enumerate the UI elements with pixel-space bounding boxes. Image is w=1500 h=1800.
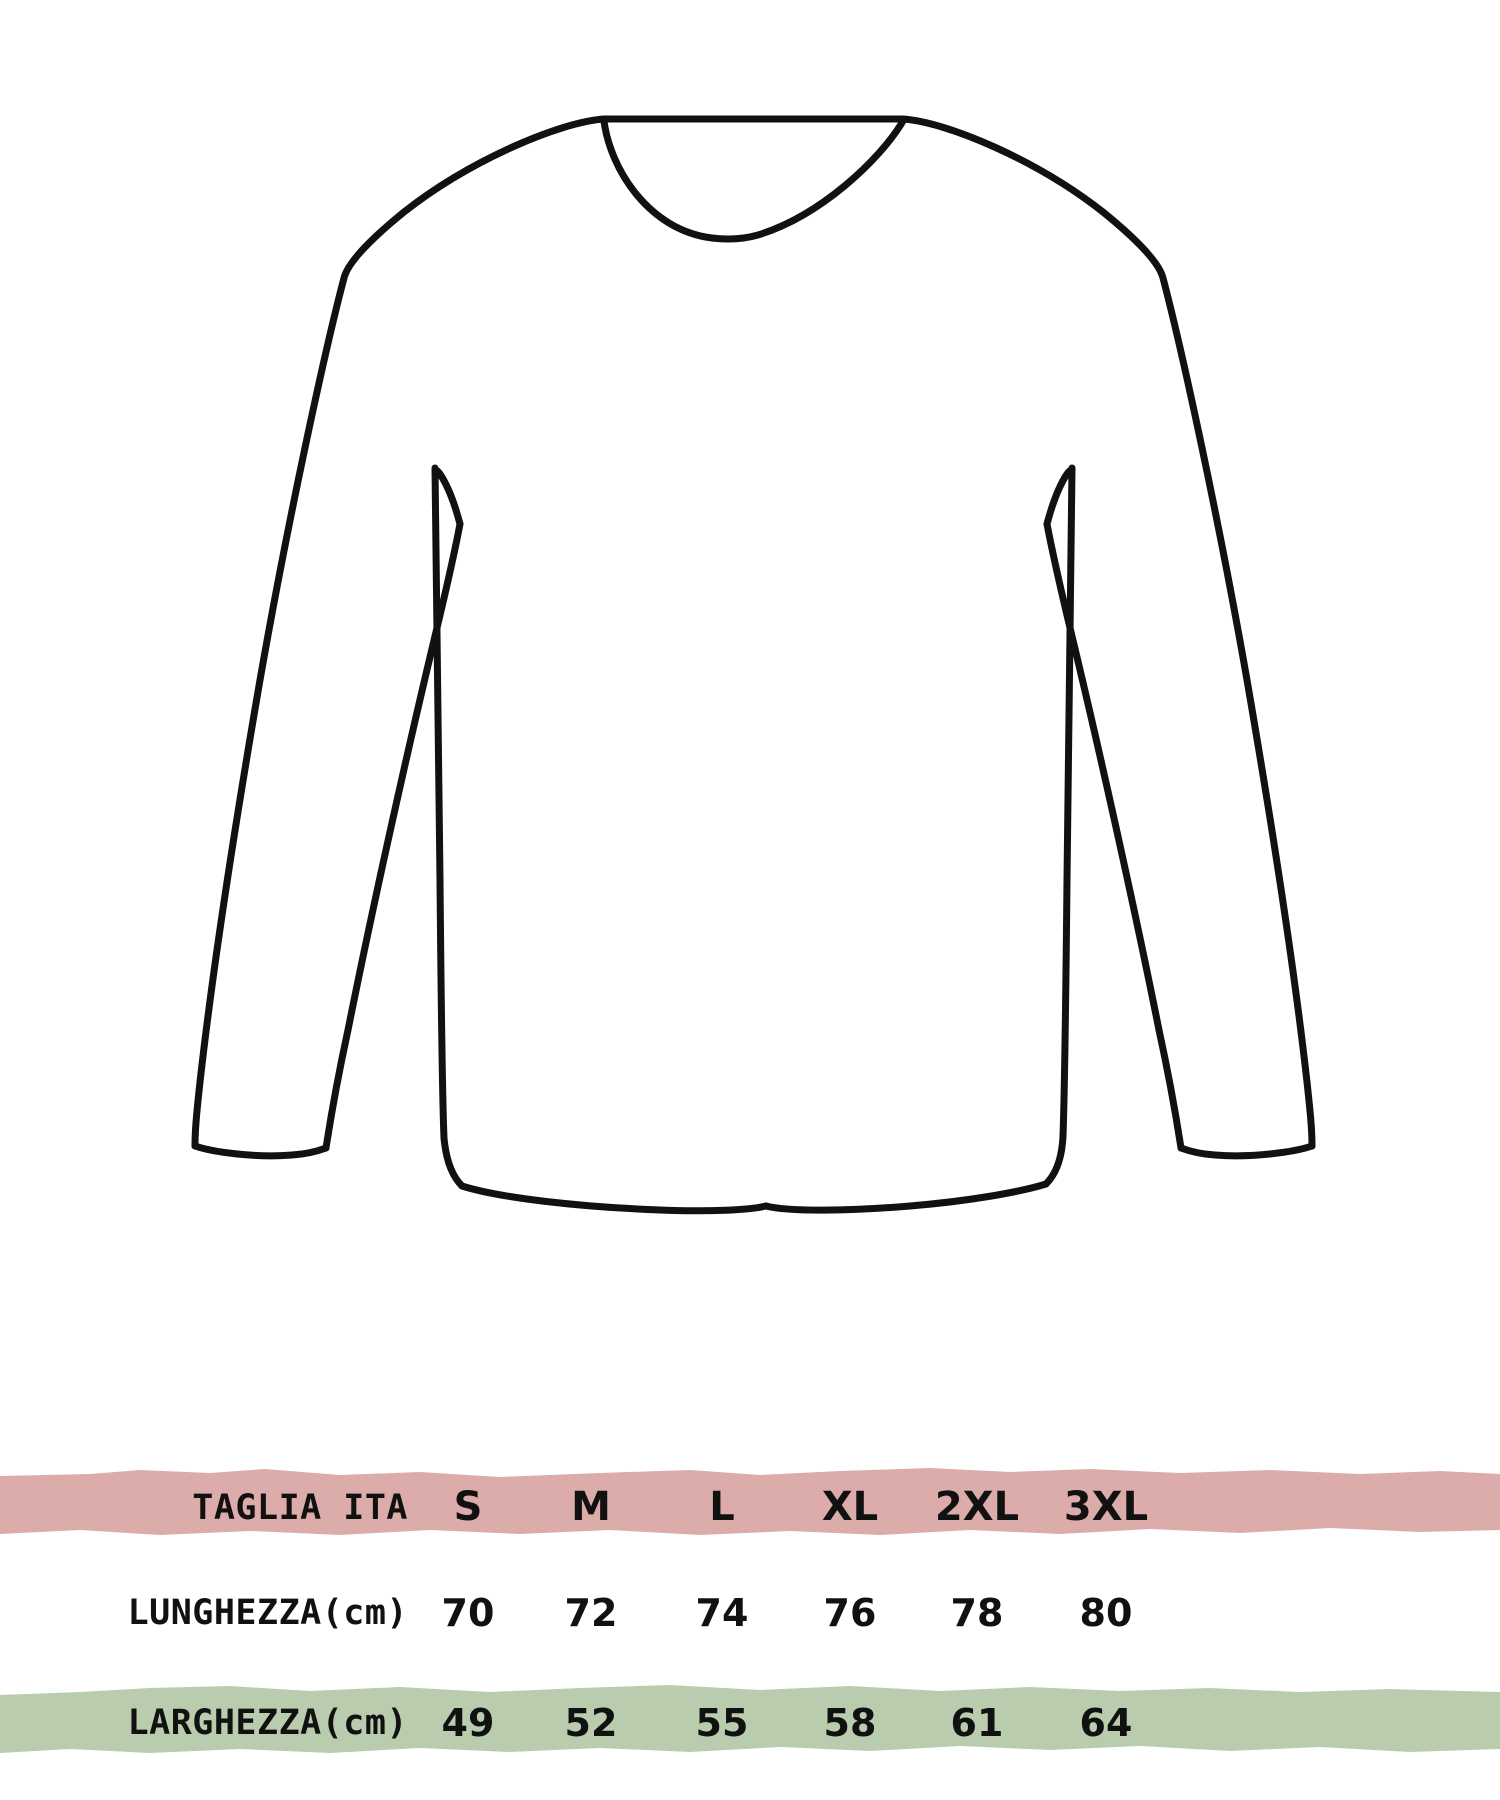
row-label-lunghezza: LUNGHEZZA(cm) [127, 1593, 408, 1633]
crew-neckline [600, 117, 907, 243]
table-row-larghezza: LARGHEZZA(cm) 49 52 55 58 61 64 [0, 1685, 1500, 1765]
larghezza-cell-2xl: 61 [950, 1701, 1004, 1745]
header-cell-l: L [709, 1484, 735, 1530]
lunghezza-cell-2xl: 78 [950, 1591, 1004, 1635]
row-label-taglia-ita: TAGLIA ITA [192, 1488, 408, 1528]
size-chart-table: TAGLIA ITA S M L XL 2XL 3XL LUNGHEZZA(cm… [0, 1440, 1500, 1800]
sweater-illustration [191, 115, 1316, 1215]
lunghezza-cell-l: 74 [695, 1591, 749, 1635]
bottom-hem-right [762, 1180, 1050, 1214]
left-sleeve-outer-edge [191, 115, 608, 1150]
left-sleeve-inner-edge [322, 520, 464, 1152]
header-cell-s: S [453, 1484, 483, 1530]
table-row-lunghezza: LUNGHEZZA(cm) 70 72 74 76 78 80 [0, 1575, 1500, 1655]
header-band-pink [0, 1466, 1500, 1536]
lunghezza-cell-xl: 76 [823, 1591, 877, 1635]
header-cell-xl: XL [821, 1484, 879, 1530]
row-label-larghezza: LARGHEZZA(cm) [127, 1703, 408, 1743]
right-sleeve-outer-edge [899, 115, 1316, 1150]
bottom-hem-left [458, 1182, 770, 1215]
lunghezza-cell-s: 70 [441, 1591, 495, 1635]
left-cuff-hem [191, 1142, 330, 1160]
header-cell-m: M [571, 1484, 611, 1530]
larghezza-cell-m: 52 [564, 1701, 618, 1745]
sweater-outline [191, 115, 1316, 1215]
larghezza-cell-xl: 58 [823, 1701, 877, 1745]
right-sleeve-inner-edge [1043, 520, 1185, 1152]
larghezza-band-green [0, 1683, 1500, 1755]
sweater-line-drawing-svg [191, 115, 1316, 1215]
header-cell-3xl: 3XL [1063, 1484, 1149, 1530]
larghezza-cell-s: 49 [441, 1701, 495, 1745]
pink-brush-stroke [0, 1468, 1500, 1535]
larghezza-cell-l: 55 [695, 1701, 749, 1745]
lunghezza-cell-m: 72 [564, 1591, 618, 1635]
larghezza-cell-3xl: 64 [1079, 1701, 1133, 1745]
lunghezza-cell-3xl: 80 [1079, 1591, 1133, 1635]
right-cuff-hem [1177, 1142, 1316, 1160]
right-body-side-seam [1042, 464, 1076, 1188]
green-brush-stroke [0, 1685, 1500, 1753]
left-body-side-seam [431, 464, 466, 1190]
right-underarm [1043, 466, 1076, 528]
header-cell-2xl: 2XL [934, 1484, 1020, 1530]
table-row-header: TAGLIA ITA S M L XL 2XL 3XL [0, 1470, 1500, 1550]
